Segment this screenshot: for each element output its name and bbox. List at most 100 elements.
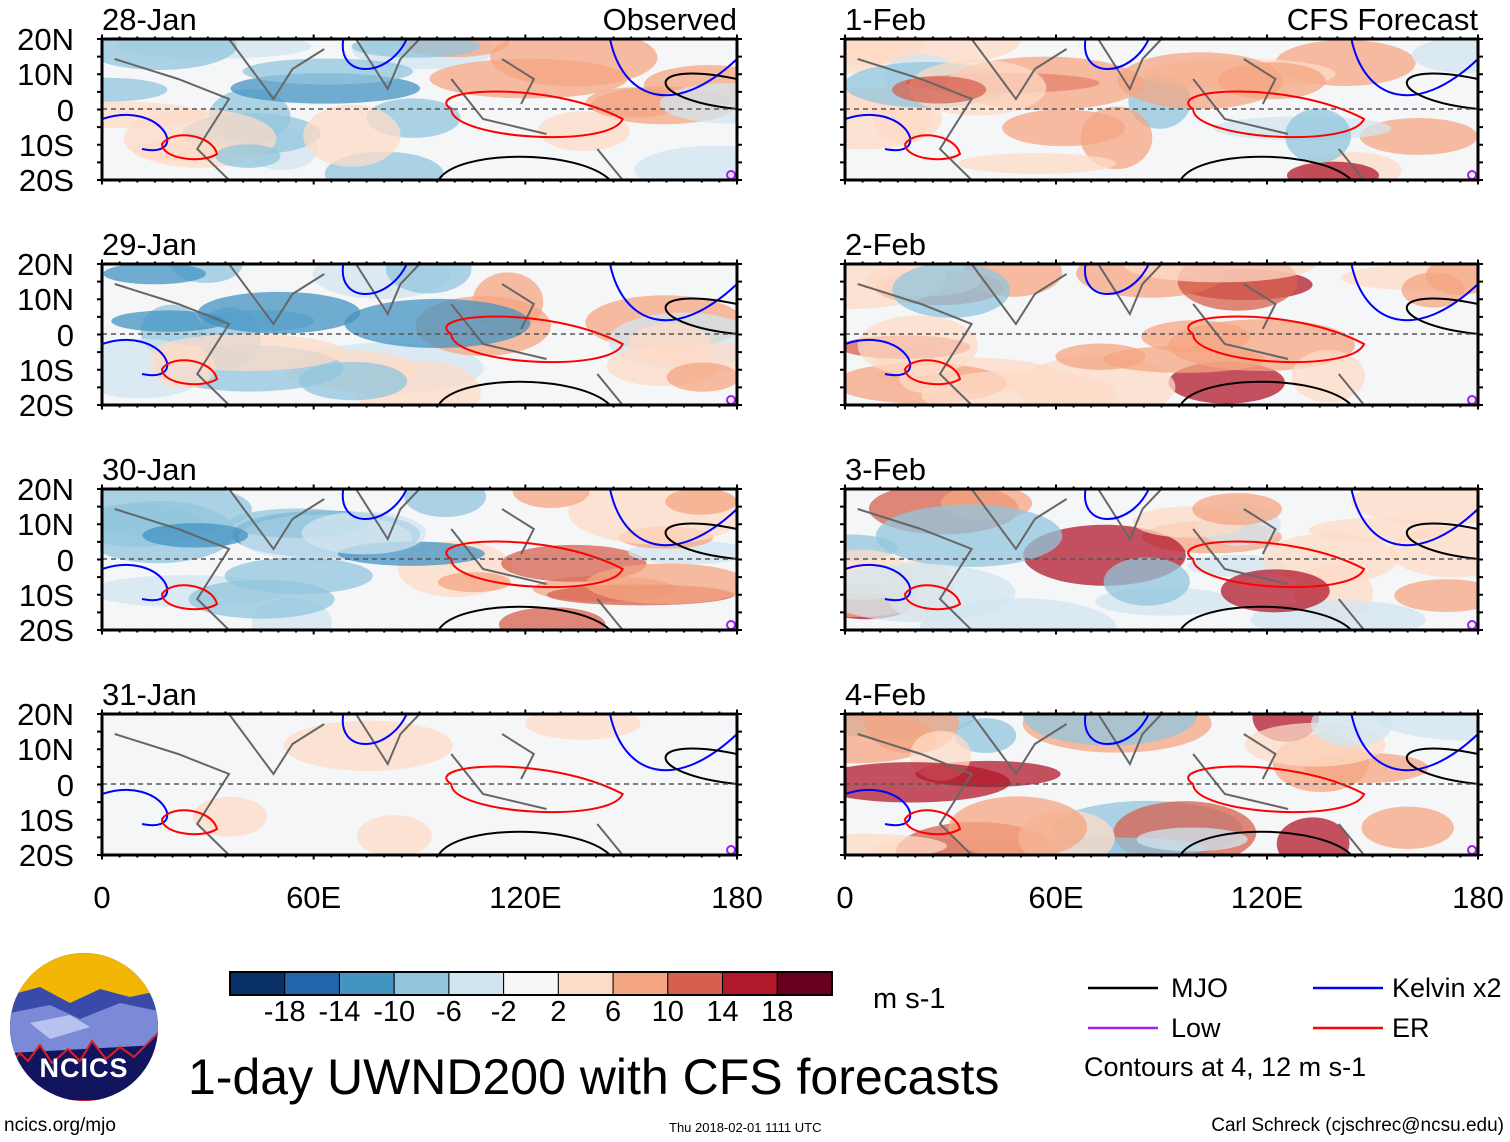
colorbar-tick-label: 18 — [761, 996, 794, 1028]
anomaly-shade — [498, 607, 606, 630]
colorbar-tick-label: 10 — [651, 996, 684, 1028]
er-contour — [160, 315, 624, 386]
legend-label-kelvin: Kelvin x2 — [1392, 973, 1502, 1003]
er-contour — [160, 540, 624, 611]
colorbar-swatch — [229, 971, 286, 996]
kelvin-contour — [102, 39, 737, 152]
anomaly-shade — [215, 144, 281, 168]
lon-tick-label: 60E — [286, 880, 342, 915]
anomaly-shade — [1276, 817, 1350, 855]
anomaly-shade — [1192, 493, 1283, 526]
colorbar-tick-label: -6 — [436, 996, 462, 1028]
kelvin-contour — [845, 264, 1478, 377]
panel-date-label: 28-Jan — [102, 2, 197, 37]
lon-tick-label: 120E — [489, 880, 562, 915]
anomaly-shade — [1351, 489, 1478, 525]
anomaly-shade — [1002, 109, 1125, 147]
wind-anomaly-field — [845, 39, 1478, 180]
colorbar-units: m s-1 — [873, 983, 946, 1015]
anomaly-shade — [490, 39, 658, 87]
anomaly-shade — [151, 334, 345, 371]
map-panel — [840, 259, 1483, 410]
anomaly-shade — [892, 76, 987, 104]
coastline — [857, 39, 1365, 180]
mjo-contour — [437, 522, 737, 630]
lat-tick-label: 10S — [18, 802, 74, 838]
anomaly-shade — [538, 111, 630, 151]
anomaly-shade — [666, 362, 737, 392]
kelvin-contour — [102, 714, 737, 827]
kelvin-contour — [845, 489, 1478, 602]
map-panel — [97, 484, 742, 635]
colorbar-frame — [229, 971, 833, 996]
anomaly-shade — [1122, 264, 1316, 283]
anomaly-shade — [356, 815, 432, 855]
lat-tick-label: 10S — [18, 352, 74, 388]
coastline — [857, 714, 1365, 855]
anomaly-shade — [351, 39, 480, 58]
kelvin-contour — [102, 264, 737, 377]
mjo-contour — [1179, 72, 1478, 180]
anomaly-shade — [921, 370, 1118, 405]
mjo-contour — [437, 72, 737, 180]
anomaly-shade — [1361, 806, 1454, 849]
panel-date-label: 1-Feb — [845, 2, 926, 37]
map-panel — [97, 259, 742, 410]
anomaly-shade — [1117, 52, 1283, 110]
anomaly-shade — [102, 39, 237, 70]
colorbar-tick-label: 14 — [706, 996, 739, 1028]
map-panel — [97, 34, 742, 185]
colorbar-tick-label: -2 — [490, 996, 517, 1028]
colorbar-tick-label: -10 — [373, 996, 416, 1028]
anomaly-shade — [1394, 579, 1478, 612]
anomaly-shade — [192, 796, 268, 837]
legend-label-low: Low — [1171, 1013, 1221, 1043]
svg-text:NCICS: NCICS — [39, 1053, 128, 1083]
colorbar-swatch — [667, 971, 724, 996]
anomaly-shade — [628, 323, 712, 365]
colorbar-tick-label: 2 — [550, 996, 567, 1028]
anomaly-shade — [892, 264, 1011, 318]
colorbar-tick-label: -14 — [318, 996, 361, 1028]
lat-tick-label: 10N — [17, 57, 74, 93]
panel-date-label: 4-Feb — [845, 677, 926, 712]
column-label: Observed — [602, 2, 737, 37]
colorbar-swatch — [557, 971, 614, 996]
coastline — [114, 39, 624, 180]
colorbar-swatch — [338, 971, 395, 996]
anomaly-shade — [197, 291, 361, 334]
map-panel — [840, 484, 1483, 635]
lat-tick-label: 20S — [18, 163, 74, 198]
mjo-contour — [1179, 522, 1478, 630]
anomaly-shade — [303, 104, 401, 167]
anomaly-shade — [845, 833, 947, 855]
colorbar-swatch — [448, 971, 505, 996]
column-label: CFS Forecast — [1286, 2, 1478, 37]
colorbar-swatch — [722, 971, 778, 996]
lat-tick-label: 20S — [18, 388, 74, 423]
anomaly-shade — [659, 83, 737, 124]
colorbar-swatch — [284, 971, 340, 996]
map-panel — [840, 709, 1483, 860]
coastline — [114, 264, 624, 405]
lon-tick-label: 0 — [93, 880, 111, 915]
colorbar-tick-label: 6 — [605, 996, 622, 1028]
lat-tick-label: 0 — [56, 542, 74, 578]
mjo-contour — [437, 297, 737, 405]
wind-anomaly-field — [845, 489, 1478, 630]
panel-date-label: 31-Jan — [102, 677, 197, 712]
anomaly-shade — [1022, 714, 1197, 746]
lat-tick-label: 20N — [17, 472, 74, 507]
colorbar-swatch — [503, 971, 559, 996]
footer-url[interactable]: ncics.org/mjo — [4, 1115, 116, 1136]
er-contour — [903, 765, 1366, 836]
lon-tick-label: 0 — [836, 880, 854, 915]
wind-anomaly-field — [102, 264, 737, 405]
lon-tick-label: 120E — [1230, 880, 1304, 915]
anomaly-shade — [437, 572, 511, 593]
anomaly-shade — [1311, 714, 1393, 747]
colorbar-swatch — [612, 971, 669, 996]
anomaly-shade — [1220, 569, 1330, 613]
legend-label-mjo: MJO — [1171, 973, 1228, 1003]
anomaly-shade — [954, 718, 1017, 754]
